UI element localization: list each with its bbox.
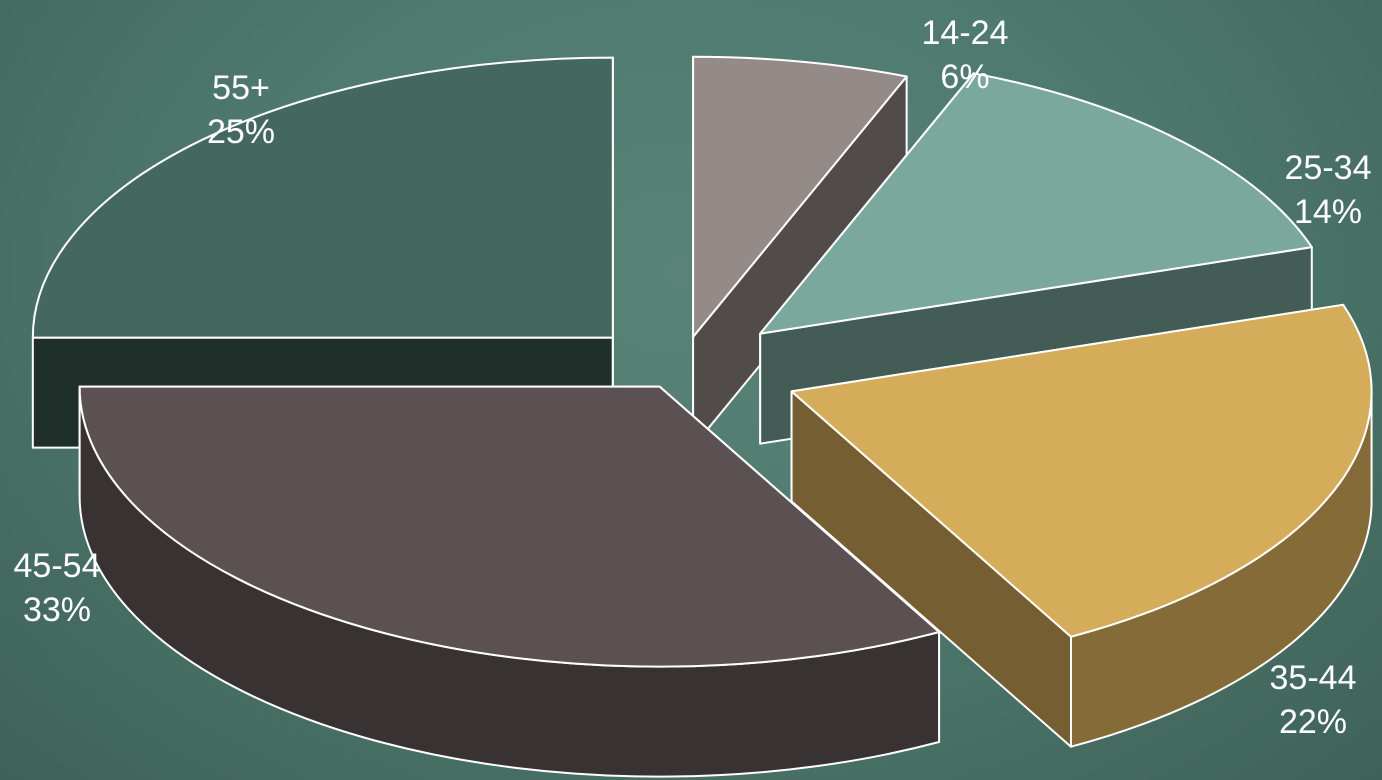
slice-percent-label: 14%	[1293, 193, 1363, 231]
slice-percent-label: 6%	[940, 58, 990, 96]
slice-category-label: 55+	[212, 69, 270, 107]
data-label-45-54: 45-54 33%	[14, 544, 101, 632]
data-label-55: 55+ 25%	[207, 66, 275, 154]
slice-45-54	[78, 385, 941, 778]
data-label-35-44: 35-44 22%	[1270, 656, 1357, 744]
slice-percent-label: 22%	[1278, 703, 1348, 741]
slice-top-55	[31, 56, 614, 339]
slice-category-label: 25-34	[1284, 149, 1372, 187]
slice-percent-label: 33%	[22, 591, 92, 629]
slice-top-35-44	[790, 303, 1373, 638]
slice-top-45-54	[78, 385, 941, 668]
slice-top-25-34	[759, 72, 1313, 335]
slice-category-label: 45-54	[13, 547, 101, 585]
data-label-14-24: 14-24 6%	[922, 11, 1009, 99]
slice-25-34	[759, 72, 1313, 445]
slice-category-label: 35-44	[1269, 659, 1357, 697]
slice-percent-label: 25%	[206, 113, 276, 151]
slice-category-label: 14-24	[921, 14, 1009, 52]
slice-14-24	[692, 55, 908, 448]
slice-top-14-24	[692, 55, 908, 338]
slice-35-44	[790, 303, 1373, 748]
data-label-25-34: 25-34 14%	[1285, 146, 1372, 234]
